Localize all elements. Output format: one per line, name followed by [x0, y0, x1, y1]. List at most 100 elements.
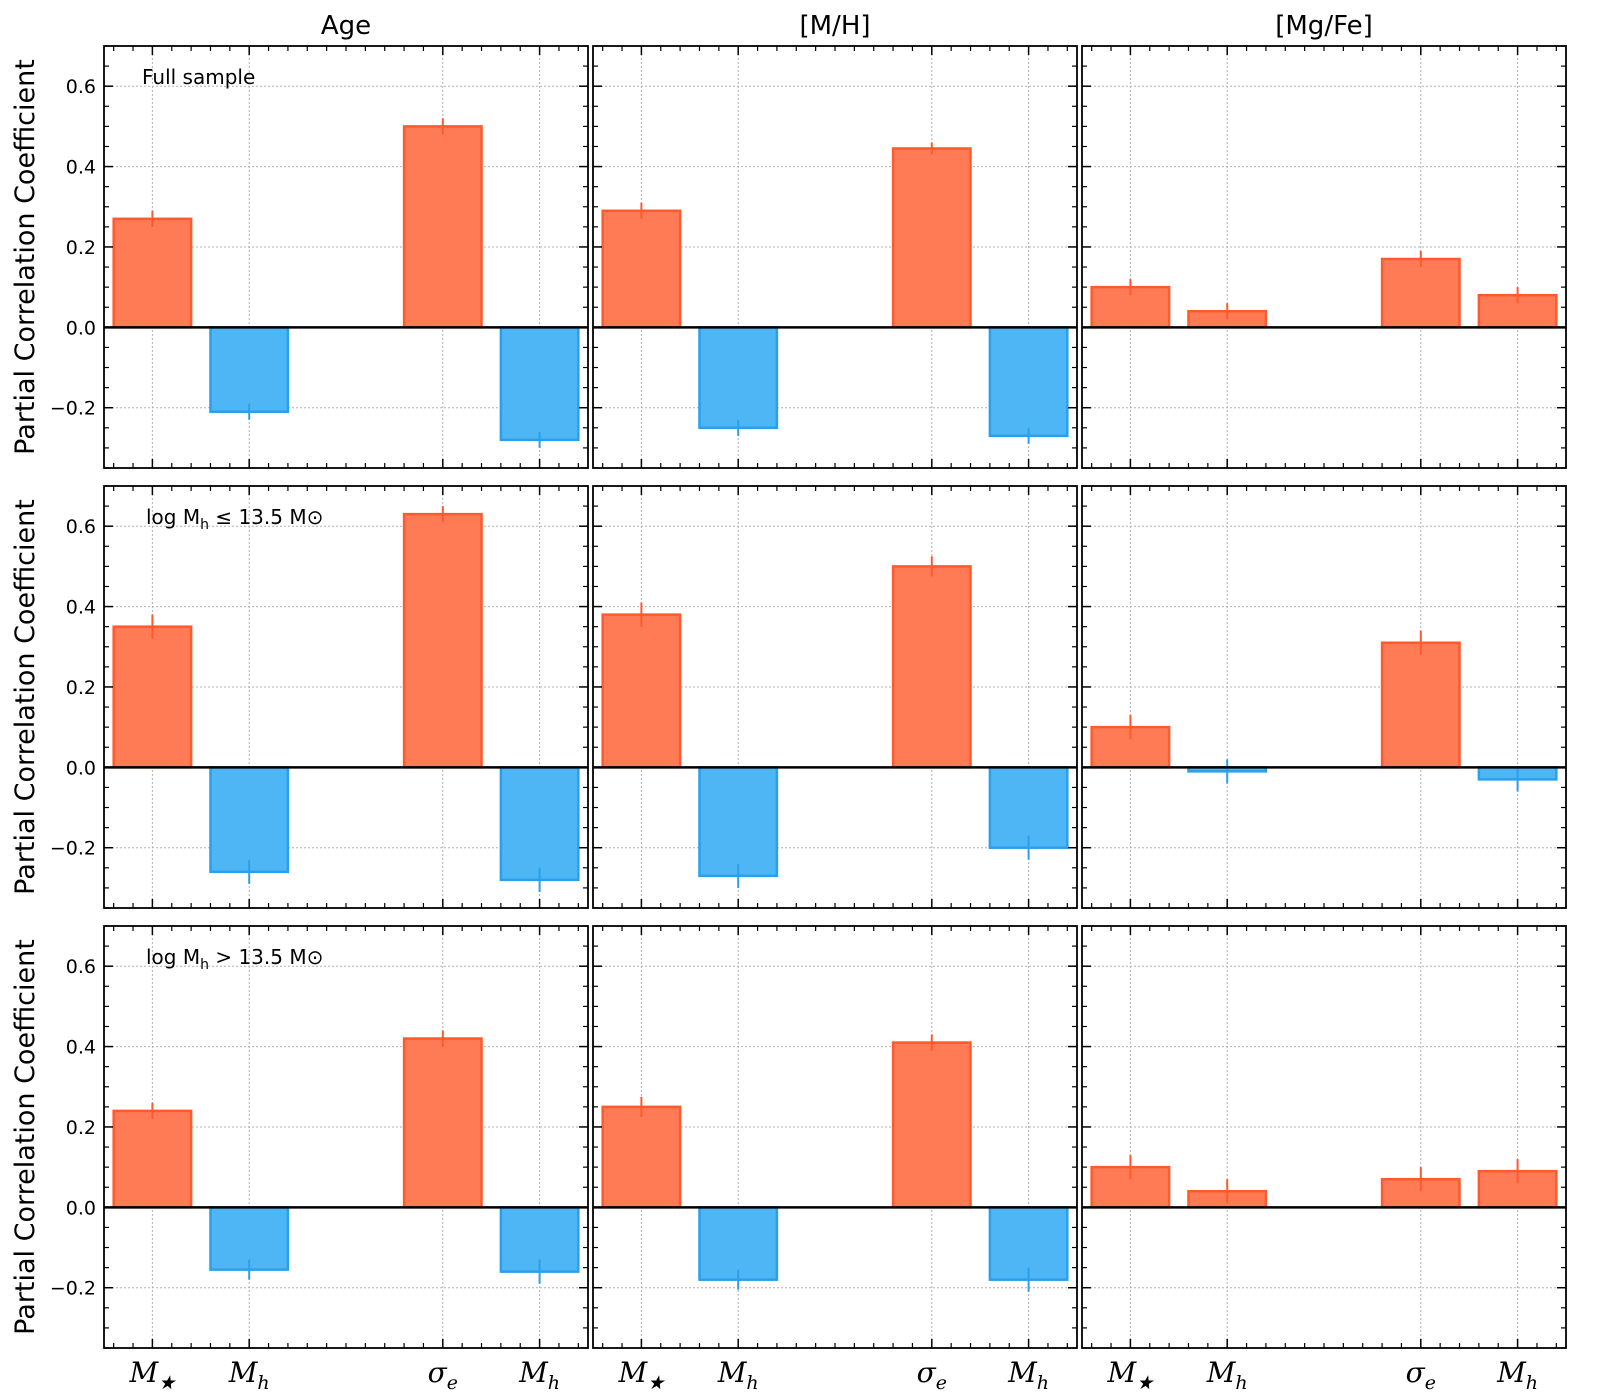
- x-tick-label: M★: [129, 1356, 177, 1394]
- panel-annotation: Full sample: [142, 65, 255, 89]
- x-tick-label-main: M: [717, 1356, 748, 1389]
- bar: [891, 565, 972, 769]
- x-tick-label-sub: e: [447, 1372, 458, 1394]
- panel-r2-c2: M★ Mh σe Mh: [1081, 925, 1567, 1394]
- x-tick-label: M★: [618, 1356, 666, 1394]
- x-tick-label-sub: h: [1037, 1372, 1049, 1394]
- x-tick-label: σe: [917, 1356, 947, 1394]
- panel-r1-c1: [592, 485, 1078, 909]
- y-tick-label: 0.0: [66, 1197, 96, 1219]
- x-tick-label-main: M: [129, 1356, 160, 1389]
- x-tick-label-main: M: [1496, 1356, 1527, 1389]
- panel-frame: [1081, 45, 1567, 469]
- annotation-sub: h: [200, 517, 209, 533]
- bar: [601, 613, 682, 769]
- x-tick-label-main: M: [618, 1356, 649, 1389]
- y-tick-label: −0.2: [50, 1278, 96, 1300]
- x-tick-label-main: σ: [428, 1356, 448, 1389]
- y-tick-label: 0.2: [66, 1117, 96, 1139]
- y-tick-label: 0.4: [66, 1037, 96, 1059]
- annotation-sub: h: [200, 957, 209, 973]
- y-tick-label: 0.0: [66, 317, 96, 339]
- bar: [988, 766, 1069, 849]
- panel-r1-c2: [1081, 485, 1567, 909]
- x-tick-label: Mh: [717, 1356, 759, 1394]
- x-tick-label: Mh: [1496, 1356, 1538, 1394]
- bar: [1380, 257, 1461, 329]
- bar: [1380, 641, 1461, 769]
- bar: [891, 1041, 972, 1209]
- annotation-main: log M: [146, 505, 200, 529]
- bar: [891, 147, 972, 329]
- y-axis-label: Partial Correlation Coefficient: [10, 939, 41, 1335]
- y-tick-label: 0.4: [66, 157, 96, 179]
- x-tick-label-sub: e: [1425, 1372, 1436, 1394]
- bar: [402, 512, 483, 769]
- panel-frame: [1081, 485, 1567, 909]
- annotation-main: log M: [146, 945, 200, 969]
- panel-r2-c1: M★ Mh σe Mh: [592, 925, 1078, 1394]
- x-tick-label-main: σ: [1406, 1356, 1426, 1389]
- bar: [402, 1037, 483, 1209]
- y-tick-label: 0.4: [66, 597, 96, 619]
- bar: [209, 326, 290, 413]
- x-tick-label-main: M: [1206, 1356, 1237, 1389]
- bar: [112, 217, 193, 329]
- x-tick-label-main: σ: [917, 1356, 937, 1389]
- x-tick-label: Mh: [1206, 1356, 1248, 1394]
- panel-frame: [1081, 925, 1567, 1349]
- y-axis-label: Partial Correlation Coefficient: [10, 59, 41, 455]
- x-tick-label: Mh: [228, 1356, 270, 1394]
- column-title: [Mg/Fe]: [1275, 11, 1373, 41]
- x-tick-label-main: M: [1007, 1356, 1038, 1389]
- annotation-tail: > 13.5 M⊙: [209, 945, 323, 969]
- x-tick-label-sub: ★: [1136, 1372, 1154, 1394]
- y-tick-label: 0.2: [66, 237, 96, 259]
- annotation-tail: ≤ 13.5 M⊙: [209, 505, 323, 529]
- x-tick-label-main: M: [1107, 1356, 1138, 1389]
- panel-r0-c2: [1081, 45, 1567, 469]
- panel-r0-c1: [592, 45, 1078, 469]
- x-tick-label: M★: [1107, 1356, 1155, 1394]
- y-tick-label: 0.6: [66, 76, 96, 98]
- bar: [209, 766, 290, 874]
- x-tick-label-sub: h: [746, 1372, 758, 1394]
- y-tick-label: 0.2: [66, 677, 96, 699]
- panel-r1-c0: −0.2 0.0 0.2 0.4 0.6 log Mh ≤ 13.5 M⊙: [50, 485, 589, 909]
- x-tick-label-main: M: [518, 1356, 549, 1389]
- y-axis-label: Partial Correlation Coefficient: [10, 499, 41, 895]
- x-tick-label-sub: h: [548, 1372, 560, 1394]
- panel-annotation: log Mh > 13.5 M⊙: [146, 945, 323, 973]
- panel-r0-c0: −0.2 0.0 0.2 0.4 0.6 Full sample: [50, 45, 589, 469]
- x-tick-label-sub: h: [1235, 1372, 1247, 1394]
- x-tick-label-sub: h: [257, 1372, 269, 1394]
- x-tick-label: Mh: [518, 1356, 560, 1394]
- x-tick-label-sub: ★: [158, 1372, 176, 1394]
- panel-annotation: log Mh ≤ 13.5 M⊙: [146, 505, 323, 533]
- bar: [988, 326, 1069, 438]
- bar: [402, 125, 483, 329]
- y-tick-label: 0.6: [66, 516, 96, 538]
- column-title: [M/H]: [799, 11, 870, 41]
- column-title: Age: [321, 11, 371, 41]
- x-tick-label-sub: h: [1526, 1372, 1538, 1394]
- x-tick-label: σe: [1406, 1356, 1436, 1394]
- bar: [698, 1206, 779, 1281]
- x-tick-label: Mh: [1007, 1356, 1049, 1394]
- bar: [601, 1105, 682, 1209]
- bar: [112, 625, 193, 769]
- x-tick-label-sub: e: [936, 1372, 947, 1394]
- y-tick-label: 0.0: [66, 757, 96, 779]
- x-tick-label-sub: ★: [647, 1372, 665, 1394]
- y-tick-label: 0.6: [66, 956, 96, 978]
- bar: [112, 1109, 193, 1209]
- x-tick-label: σe: [428, 1356, 458, 1394]
- bar: [698, 766, 779, 878]
- y-tick-label: −0.2: [50, 398, 96, 420]
- x-tick-label-main: M: [228, 1356, 259, 1389]
- bar: [698, 326, 779, 430]
- y-tick-label: −0.2: [50, 838, 96, 860]
- bar: [601, 209, 682, 329]
